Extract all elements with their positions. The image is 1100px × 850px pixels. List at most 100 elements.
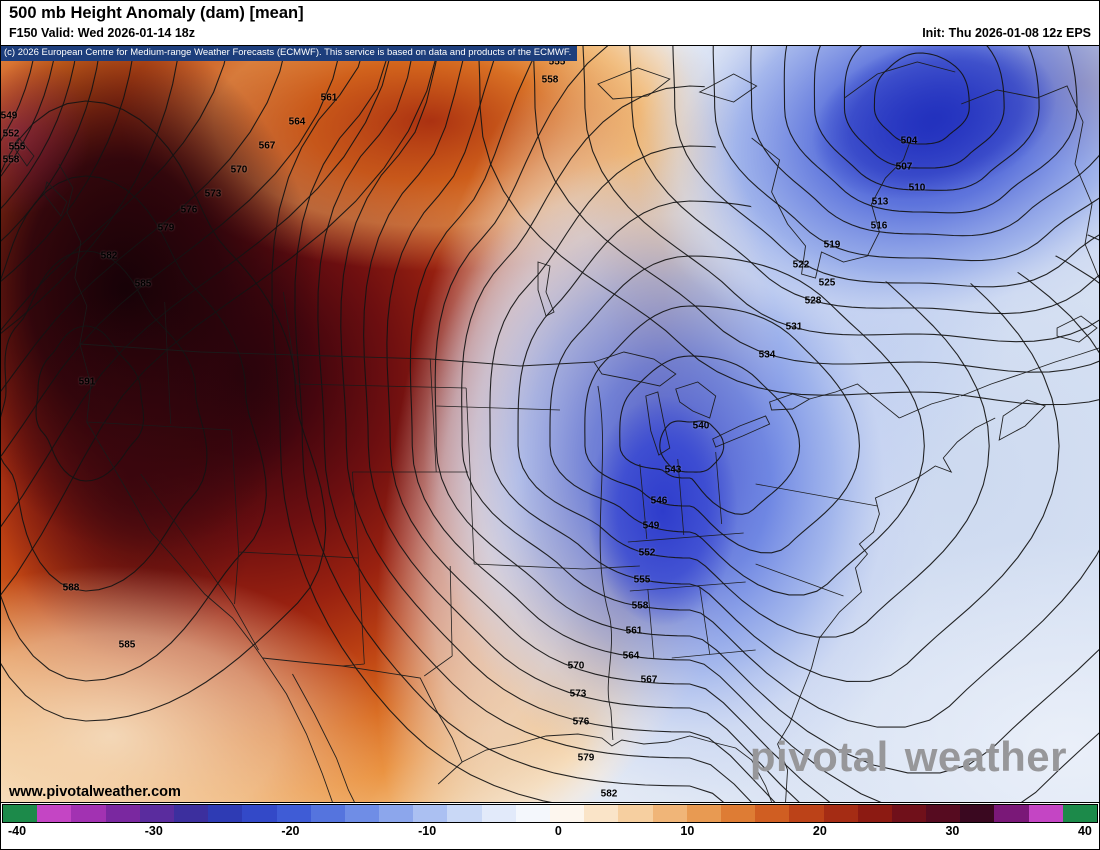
lake-winnipeg	[537, 261, 555, 317]
contour-line-567	[386, 46, 1099, 802]
us-canada-border	[79, 343, 594, 367]
contour-line-519	[712, 46, 1099, 262]
contour-line-552	[517, 200, 990, 638]
st-lawrence-north-shore	[961, 347, 1099, 397]
contour-line-546	[584, 305, 860, 554]
contour-line-570	[1, 46, 287, 392]
colorbar-cell	[37, 805, 72, 822]
colorbar-section: -40 -30 -20 -10 0 10 20 30 40	[1, 803, 1099, 849]
contour-line-534	[477, 46, 1099, 406]
contour-family-ne-low	[477, 46, 1099, 406]
init-time-label: Init: Thu 2026-01-08 12z EPS	[922, 26, 1091, 40]
contour-line-513	[783, 46, 1078, 214]
contour-line-558	[461, 85, 1099, 728]
colorbar	[2, 804, 1098, 823]
hudson-bay	[751, 137, 912, 279]
colorbar-cell	[71, 805, 106, 822]
colorbar-cell	[344, 805, 380, 822]
contour-line-525	[629, 46, 1099, 315]
us-mexico-border	[262, 657, 463, 763]
contour-line-591	[35, 325, 145, 482]
geography-layer	[12, 61, 1099, 802]
colorbar-cell	[994, 805, 1029, 822]
contour-line-555	[489, 145, 1060, 682]
lake-superior	[593, 351, 677, 387]
colorbar-cell	[960, 805, 995, 822]
lake-michigan	[645, 391, 671, 456]
coastline-west	[58, 163, 333, 802]
colorbar-cell	[515, 805, 550, 822]
colorbar-tick: 20	[812, 824, 827, 838]
lake-ontario	[769, 393, 811, 411]
colorbar-cell	[891, 805, 927, 822]
logo-word-weather: weather	[904, 733, 1067, 780]
colorbar-tick: -40	[8, 824, 27, 838]
nova-scotia	[998, 399, 1046, 441]
colorbar-tick: 30	[945, 824, 960, 838]
colorbar-cell	[379, 805, 414, 822]
colorbar-cell	[139, 805, 174, 822]
map-graphic	[1, 46, 1099, 802]
us-canada-border-east	[809, 383, 900, 419]
colorbar-tick: -20	[281, 824, 300, 838]
colorbar-cell	[105, 805, 140, 822]
colorbar-cell	[447, 805, 482, 822]
colorbar-cell	[584, 805, 619, 822]
mississippi-river	[597, 385, 614, 741]
anomaly-field-layer	[1, 46, 1099, 802]
state-borders	[86, 291, 878, 677]
page-title: 500 mb Height Anomaly (dam) [mean]	[9, 4, 304, 22]
map-area: (c) 2026 European Centre for Medium-rang…	[1, 45, 1099, 803]
colorbar-cell	[1062, 805, 1097, 822]
map-header: 500 mb Height Anomaly (dam) [mean] F150 …	[1, 1, 1099, 45]
colorbar-ticks: -40 -30 -20 -10 0 10 20 30 40	[2, 823, 1098, 839]
contour-line-522	[672, 46, 1099, 288]
coastline-east	[777, 417, 996, 802]
colorbar-cell	[926, 805, 961, 822]
watermark: www.pivotalweather.com	[9, 784, 181, 800]
contour-line-531	[532, 46, 1099, 373]
contour-line-564	[409, 46, 1099, 802]
contour-line-582	[1, 100, 327, 722]
colorbar-cell	[208, 805, 243, 822]
contour-line-510	[813, 46, 1040, 191]
contour-line-507	[843, 46, 1005, 169]
contour-family-ridge-core	[1, 100, 327, 722]
contour-family-nw-arcs	[1, 46, 440, 596]
contour-line-504	[873, 52, 970, 145]
newfoundland	[1056, 315, 1098, 343]
colorbar-cell	[686, 805, 721, 822]
contour-line-543	[619, 355, 801, 515]
contour-line-528	[582, 46, 1099, 343]
colorbar-cell	[823, 805, 858, 822]
colorbar-tick: -30	[144, 824, 163, 838]
contour-family-trough	[271, 46, 1099, 802]
lake-huron	[675, 381, 717, 419]
colorbar-cell	[173, 805, 209, 822]
contour-line-540	[659, 420, 725, 473]
colorbar-cell	[789, 805, 824, 822]
coastline-gulf	[437, 733, 773, 802]
contour-line-516	[750, 46, 1099, 237]
contour-line-588	[1, 250, 208, 592]
valid-time-label: F150 Valid: Wed 2026-01-14 18z	[9, 26, 195, 40]
contour-line-573	[340, 46, 1099, 802]
arctic-coastlines	[597, 61, 1099, 279]
vancouver-island	[12, 137, 68, 217]
colorbar-cell	[652, 805, 687, 822]
colorbar-cell	[755, 805, 790, 822]
logo-word-pivotal: pivotal	[749, 733, 889, 780]
contour-line-585	[1, 175, 267, 682]
colorbar-cell	[3, 805, 38, 822]
contour-line-561	[434, 46, 1099, 774]
coastline-gulf-california	[292, 673, 355, 802]
colorbar-tick: 0	[554, 824, 562, 838]
contour-line-549	[549, 255, 925, 596]
contour-line-579	[294, 46, 1099, 802]
colorbar-cell	[413, 805, 448, 822]
colorbar-cell	[481, 805, 516, 822]
colorbar-tick: 40	[1077, 824, 1092, 838]
colorbar-tick: -10	[418, 824, 437, 838]
contour-line-582	[271, 46, 1099, 802]
